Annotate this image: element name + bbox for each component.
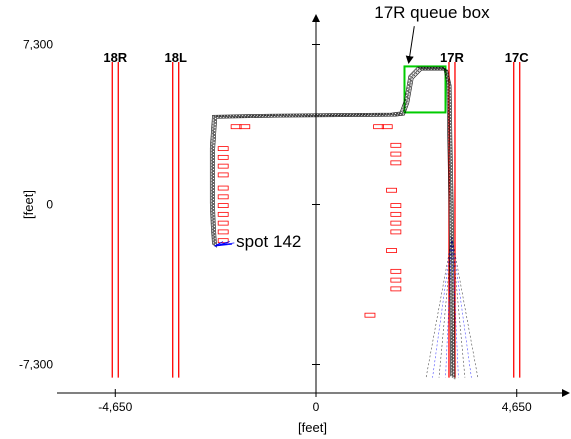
x-axis-label: [feet] — [298, 420, 327, 435]
marker-rect — [230, 124, 242, 130]
marker-rect — [390, 277, 402, 283]
departure-track — [451, 237, 459, 378]
y-axis-label: [feet] — [21, 190, 36, 219]
marker-rect — [217, 146, 229, 152]
marker-rect — [390, 160, 402, 166]
marker-rect — [390, 203, 402, 208]
departure-track — [438, 237, 453, 378]
markers — [217, 124, 402, 318]
marker-rect — [217, 185, 229, 191]
marker-rect — [217, 211, 229, 217]
x-tick-label: 0 — [313, 400, 320, 414]
marker-rect — [217, 229, 229, 235]
x-tick-label: 4,650 — [502, 400, 532, 414]
queue-box-layer — [403, 65, 447, 114]
marker-rect — [390, 229, 402, 235]
departure-track — [451, 237, 479, 378]
marker-rect — [373, 124, 384, 130]
tracks — [209, 66, 479, 380]
marker-rect — [390, 268, 402, 274]
marker-rect — [390, 220, 402, 226]
runway-label: 18L — [165, 50, 187, 65]
marker-rect — [217, 238, 229, 244]
departure-track — [445, 237, 453, 378]
marker-rect — [390, 211, 402, 217]
y-tick-label: 0 — [46, 198, 53, 212]
labels: 18R 18L 17R 17C 17R queue box spot 142 — [103, 3, 529, 251]
marker-rect — [239, 124, 251, 130]
annotation-arrow — [405, 26, 415, 65]
taxi-track — [210, 67, 453, 377]
marker-rect — [386, 248, 397, 253]
annotation-spot-142: spot 142 — [236, 232, 301, 251]
departure-track — [425, 237, 453, 378]
taxi-track — [209, 66, 452, 377]
marker-rect — [381, 124, 393, 130]
marker-rect — [386, 187, 397, 193]
marker-rect — [217, 172, 229, 178]
runway-label: 17C — [505, 50, 529, 65]
y-tick-label: 7,300 — [23, 37, 53, 51]
marker-rect — [217, 163, 229, 169]
marker-rect — [390, 151, 402, 157]
axes: 7,300 0 -7,300 -4,650 0 4,650 [feet] [feet] — [19, 14, 570, 435]
marker-rect — [217, 194, 229, 200]
runway-label: 18R — [103, 50, 127, 65]
marker-rect — [217, 154, 229, 160]
runway-label: 17R — [440, 50, 464, 65]
taxi-track — [213, 69, 455, 379]
marker-rect — [217, 220, 229, 226]
taxi-track — [214, 69, 456, 380]
annotation-17r-queue-box: 17R queue box — [374, 3, 490, 22]
queue-box — [403, 65, 447, 114]
marker-rect — [390, 286, 402, 292]
spot-track — [214, 242, 235, 247]
x-tick-label: -4,650 — [98, 400, 132, 414]
y-tick-label: -7,300 — [19, 358, 53, 372]
marker-rect — [217, 203, 229, 208]
departure-track — [451, 237, 466, 378]
taxi-track — [212, 68, 454, 378]
marker-rect — [364, 312, 376, 318]
marker-rect — [390, 142, 402, 148]
